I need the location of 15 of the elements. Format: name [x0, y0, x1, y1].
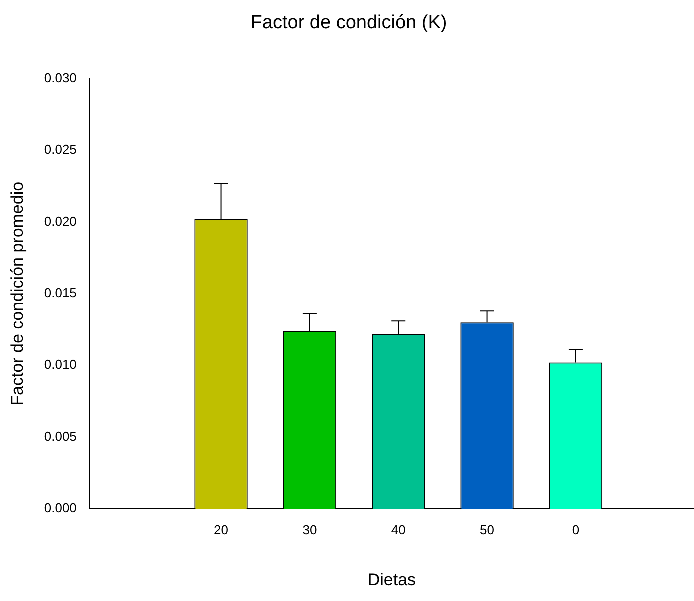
- y-tick-label: 0.020: [44, 214, 77, 229]
- x-tick-label: 40: [391, 522, 406, 538]
- x-tick-label: 50: [480, 522, 495, 538]
- y-tick-label: 0.015: [44, 285, 77, 300]
- y-tick-label: 0.025: [44, 142, 77, 158]
- chart-title: Factor de condición (K): [250, 12, 448, 34]
- x-tick-label: 30: [302, 522, 318, 538]
- y-axis-title: Factor de condición promedio: [8, 182, 27, 406]
- y-tick-label: 0.010: [44, 357, 77, 372]
- y-tick-label: 0.030: [44, 70, 77, 86]
- x-axis-title: Dietas: [368, 570, 416, 590]
- x-tick-label: 20: [214, 522, 229, 538]
- y-tick-label: 0.005: [44, 428, 77, 444]
- y-tick-label: 0.000: [44, 500, 77, 516]
- x-tick-label: 0: [572, 522, 580, 538]
